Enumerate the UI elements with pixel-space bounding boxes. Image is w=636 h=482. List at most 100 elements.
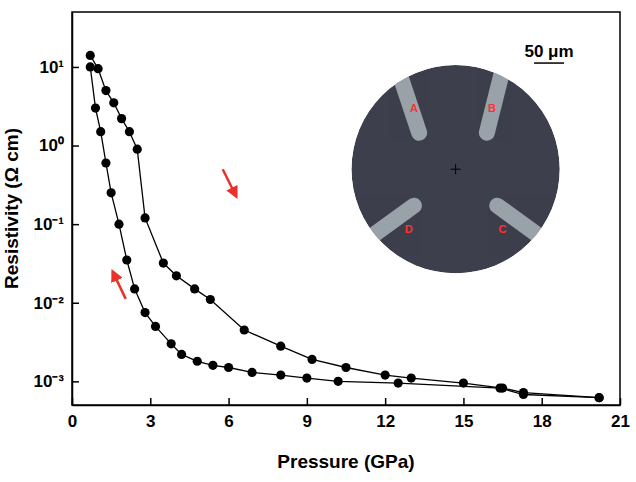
- data-point: [91, 103, 100, 112]
- data-point: [595, 393, 604, 402]
- x-axis: 0 3 6 9 12 15 18 21: [68, 398, 630, 431]
- data-point: [122, 255, 131, 264]
- data-point: [159, 258, 168, 267]
- x-tick-label: 21: [611, 412, 630, 431]
- series-line: [90, 67, 599, 398]
- data-point: [224, 363, 233, 372]
- data-point: [114, 220, 123, 229]
- x-tick-mark: [385, 398, 387, 405]
- plot-frame: [72, 12, 620, 405]
- x-tick: 21: [611, 398, 630, 431]
- x-tick-label: 18: [533, 412, 552, 431]
- data-point: [101, 158, 110, 167]
- data-point: [177, 350, 186, 359]
- x-tick-mark: [228, 398, 230, 405]
- y-tick-label: 10⁻³: [33, 372, 64, 391]
- y-axis-title: Resistivity (Ω cm): [1, 128, 22, 289]
- data-marks: [86, 51, 604, 402]
- x-tick: 12: [376, 398, 395, 431]
- x-axis-title: Pressure (GPa): [277, 451, 414, 472]
- data-point: [341, 363, 350, 372]
- x-tick-mark: [150, 398, 152, 405]
- chart: 03691215182110⁻³10⁻²10⁻¹10⁰10¹50 μmABCDP…: [0, 0, 636, 482]
- arrow-decompression: [113, 271, 126, 299]
- x-tick: 15: [454, 398, 473, 431]
- data-point: [107, 188, 116, 197]
- data-point: [117, 114, 126, 123]
- data-point: [140, 308, 149, 317]
- data-point: [407, 373, 416, 382]
- data-point: [394, 378, 403, 387]
- x-tick-mark: [463, 398, 465, 405]
- inset-cross: [455, 164, 456, 174]
- x-axis-line: [73, 405, 621, 407]
- data-point: [190, 284, 199, 293]
- x-tick-label: 3: [146, 412, 155, 431]
- probe-label: C: [498, 223, 506, 235]
- y-tick-label: 10⁻¹: [33, 215, 64, 234]
- inset-probe: [487, 70, 503, 132]
- data-point: [101, 86, 110, 95]
- y-tick-label: 10⁰: [39, 136, 64, 155]
- y-tick: 10⁰: [39, 136, 79, 155]
- data-point: [133, 145, 142, 154]
- data-point: [302, 373, 311, 382]
- data-point: [193, 357, 202, 366]
- x-tick: 9: [303, 398, 312, 431]
- x-tick-label: 12: [376, 412, 395, 431]
- series-line: [90, 55, 599, 397]
- data-point: [206, 295, 215, 304]
- probe-label: B: [488, 102, 496, 114]
- y-tick: 10⁻¹: [33, 215, 79, 234]
- y-tick-mark: [72, 224, 79, 226]
- data-point: [140, 213, 149, 222]
- x-tick-mark: [307, 398, 309, 405]
- x-tick-mark: [620, 398, 622, 405]
- inset-background: [351, 65, 559, 273]
- x-tick: 6: [224, 398, 233, 431]
- inset-photo: 50 μm A B C D: [351, 42, 573, 273]
- probe-label: A: [410, 102, 418, 114]
- y-tick-mark: [72, 302, 79, 304]
- plot: 03691215182110⁻³10⁻²10⁻¹10⁰10¹50 μmABCD: [33, 12, 630, 431]
- data-point: [595, 393, 604, 402]
- x-tick-label: 0: [68, 412, 77, 431]
- data-point: [240, 325, 249, 334]
- data-point: [495, 384, 504, 393]
- y-tick-mark: [72, 67, 79, 69]
- y-axis-line: [72, 13, 74, 406]
- data-point: [307, 355, 316, 364]
- data-point: [96, 127, 105, 136]
- y-tick: 10⁻²: [33, 294, 79, 313]
- data-point: [130, 284, 139, 293]
- x-tick-mark: [541, 398, 543, 405]
- x-tick: 3: [146, 398, 155, 431]
- y-tick-label: 10⁻²: [33, 294, 64, 313]
- data-point: [86, 51, 95, 60]
- inset-probe: [398, 70, 419, 132]
- data-point: [125, 127, 134, 136]
- x-tick: 18: [533, 398, 552, 431]
- y-tick: 10⁻³: [33, 372, 79, 391]
- y-tick-mark: [72, 381, 79, 383]
- data-point: [208, 361, 217, 370]
- probe-label: D: [405, 223, 413, 235]
- arrow-compression: [223, 169, 237, 197]
- x-tick-label: 9: [303, 412, 312, 431]
- data-point: [172, 271, 181, 280]
- data-point: [167, 339, 176, 348]
- data-point: [334, 377, 343, 386]
- inset-probe: [357, 206, 414, 248]
- data-point: [247, 368, 256, 377]
- data-point: [519, 390, 528, 399]
- y-axis: 10⁻³10⁻²10⁻¹10⁰10¹: [33, 13, 79, 406]
- x-tick-label: 15: [454, 412, 473, 431]
- data-point: [381, 371, 390, 380]
- data-point: [276, 371, 285, 380]
- y-tick-mark: [72, 145, 79, 147]
- scale-label: 50 μm: [524, 42, 573, 61]
- scale-bar: [534, 62, 564, 64]
- data-point: [109, 98, 118, 107]
- x-tick-label: 6: [224, 412, 233, 431]
- data-point: [151, 322, 160, 331]
